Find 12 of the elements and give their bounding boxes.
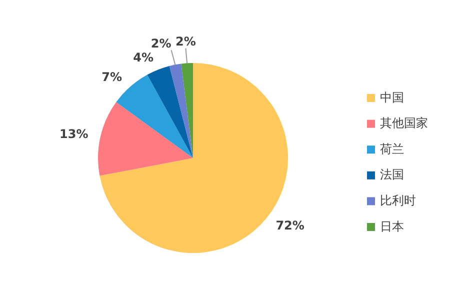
legend-label: 日本 [380, 219, 404, 234]
data-label: 72% [276, 218, 304, 233]
data-label: 2% [150, 36, 172, 50]
legend-label: 中国 [380, 90, 404, 104]
data-label: 7% [102, 70, 122, 84]
legend-label: 比利时 [380, 193, 416, 208]
legend-label: 荷兰 [380, 142, 404, 156]
legend-label: 法国 [380, 168, 404, 182]
data-label: 13% [60, 126, 88, 141]
data-label: 2% [176, 34, 196, 49]
data-label: 4% [133, 50, 154, 64]
legend-label: 其他国家 [380, 116, 428, 130]
